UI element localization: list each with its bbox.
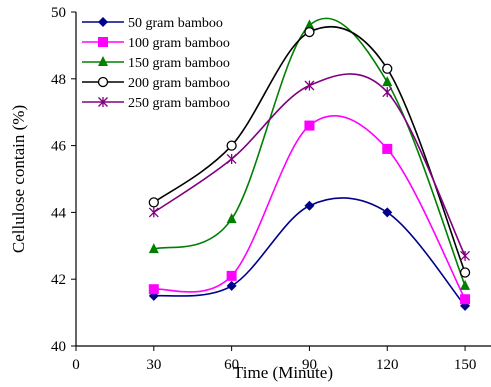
data-point [226,213,237,224]
x-tick-label: 60 [224,357,239,373]
x-tick-label: 0 [72,357,80,373]
data-point [459,267,471,278]
legend-item: 50 gram bamboo [82,16,223,31]
data-point [460,294,471,305]
legend-marker [98,37,108,47]
data-point [148,284,159,295]
data-point [226,280,237,291]
series-2 [148,115,471,305]
series-line [153,197,466,307]
data-point [148,207,159,218]
legend-label: 100 gram bamboo [128,36,230,51]
legend-marker [98,56,108,66]
y-tick-label: 50 [51,5,66,21]
legend-item: 250 gram bamboo [82,96,230,111]
data-point [304,19,315,30]
x-tick-label: 150 [454,357,477,373]
series-4 [148,25,471,278]
legend-item: 200 gram bamboo [82,76,230,91]
data-point [226,270,237,281]
series-line [153,73,466,257]
legend-marker [98,17,108,27]
legend-marker [97,76,109,88]
data-point [382,63,393,74]
y-tick-label: 40 [51,339,66,355]
plot-area [75,12,491,347]
data-point [148,243,159,254]
x-tick-label: 30 [146,357,161,373]
y-tick-label: 46 [51,139,67,155]
x-tick-label: 120 [376,357,399,373]
legend-label: 200 gram bamboo [128,76,230,91]
series-layer [148,17,471,311]
y-tick-label: 44 [51,205,67,221]
data-point [382,143,393,154]
legend-label: 50 gram bamboo [128,16,223,31]
legend-item: 150 gram bamboo [82,56,230,71]
data-point [304,26,315,38]
data-point [304,120,315,131]
x-ticks: 0 30 60 90 120 150 [72,346,476,373]
y-tick-label: 48 [51,72,66,88]
data-point [460,279,471,290]
data-point [226,140,237,151]
series-3 [148,17,471,290]
y-axis-title: Cellulose contain (%) [9,105,28,253]
series-5 [148,73,471,261]
data-point [226,153,237,164]
x-axis-title: Time (Minute) [233,363,333,382]
series-1 [148,197,471,311]
x-tick-label: 90 [302,357,317,373]
data-point [148,197,159,208]
data-point [460,250,471,261]
legend: 50 gram bamboo 100 gram bamboo 150 gram ba… [82,16,230,111]
data-point [382,207,393,218]
y-tick-label: 42 [51,272,66,288]
data-point [304,200,315,211]
data-point [382,87,393,98]
legend-label: 250 gram bamboo [128,96,230,111]
legend-label: 150 gram bamboo [128,56,230,71]
legend-item: 100 gram bamboo [82,36,230,51]
data-point [304,80,315,91]
y-ticks: 40 42 44 46 48 50 [51,5,76,355]
legend-marker [98,97,108,107]
data-point [382,76,393,87]
